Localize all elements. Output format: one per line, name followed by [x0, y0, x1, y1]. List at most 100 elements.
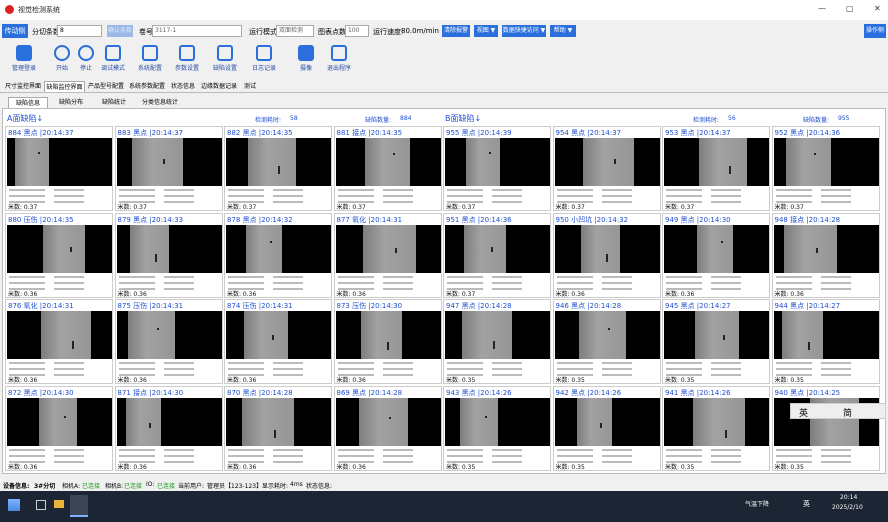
- icon[interactable]: [256, 45, 272, 61]
- text-line: [382, 195, 413, 197]
- icon[interactable]: [78, 45, 94, 61]
- image-strip: [362, 224, 416, 273]
- menu-button[interactable]: 数据快捷访问 ▼: [502, 25, 546, 37]
- cell-label: 953 黑点 |20:14:37: [665, 129, 731, 137]
- defect-cell[interactable]: 942 黑点 |20:14:26 米数: 0.35: [552, 385, 661, 471]
- icon-label[interactable]: 摄像: [299, 65, 312, 72]
- defect-cell[interactable]: 869 黑点 |20:14:28 米数: 0.36: [333, 385, 442, 471]
- cell-meters: 米数: 0.37: [446, 290, 476, 298]
- icon-label[interactable]: 开始: [55, 65, 68, 72]
- defect-cell[interactable]: 877 氧化 |20:14:31 米数: 0.36: [333, 212, 442, 298]
- tab[interactable]: 尺寸监控界面: [4, 83, 41, 90]
- defect-cell[interactable]: 945 黑点 |20:14:27 米数: 0.35: [662, 299, 770, 384]
- subtab[interactable]: 缺陷信息: [8, 97, 48, 108]
- defect-cell[interactable]: 947 黑点 |20:14:28 米数: 0.35: [443, 299, 551, 384]
- icon[interactable]: [217, 45, 233, 61]
- input[interactable]: 3117-1: [152, 25, 242, 37]
- icon[interactable]: [105, 45, 121, 61]
- icon-label[interactable]: 停止: [79, 65, 92, 72]
- input[interactable]: 8: [57, 25, 102, 37]
- defect-cell[interactable]: 873 压伤 |20:14:30 米数: 0.36: [333, 299, 442, 384]
- icon[interactable]: [16, 45, 32, 61]
- menu-button[interactable]: 清除报警: [442, 25, 470, 37]
- image-strip: [580, 224, 620, 273]
- icon-label[interactable]: 退出程序: [326, 65, 351, 72]
- defect-cell[interactable]: 953 黑点 |20:14:37 米数: 0.37: [662, 126, 770, 211]
- defect-cell[interactable]: 950 小凹坑 |20:14:32 米数: 0.36: [552, 212, 661, 298]
- tab[interactable]: 产品型号配置: [87, 83, 124, 90]
- defect-cell[interactable]: 940 黑点 |20:14:25 米数: 0.35: [771, 385, 880, 471]
- defect-image: [335, 397, 441, 446]
- text-line: [382, 275, 413, 278]
- ime-text[interactable]: 英: [799, 409, 809, 419]
- tab[interactable]: 缺陷监控界面: [44, 81, 85, 92]
- defect-cell[interactable]: 880 压伤 |20:14:35 米数: 0.36: [5, 212, 113, 298]
- ime-text[interactable]: 简: [843, 409, 853, 419]
- text-line: [447, 201, 483, 203]
- defect-cell[interactable]: 941 黑点 |20:14:26 米数: 0.35: [662, 385, 770, 471]
- taskbar-icon[interactable]: [54, 500, 64, 508]
- icon-label[interactable]: 参数设置: [174, 65, 199, 72]
- text-line: [337, 195, 374, 197]
- defect-cell[interactable]: 951 黑点 |20:14:36 米数: 0.37: [443, 212, 551, 298]
- defect-cell[interactable]: 949 黑点 |20:14:30 米数: 0.36: [662, 212, 770, 298]
- menu-button[interactable]: 帮助 ▼: [550, 25, 576, 37]
- defect-cell[interactable]: 879 黑点 |20:14:33 米数: 0.36: [114, 212, 223, 298]
- window-control[interactable]: ▢: [846, 4, 854, 13]
- taskbar-icon[interactable]: [70, 495, 88, 517]
- defect-cell[interactable]: 876 氧化 |20:14:31 米数: 0.36: [5, 299, 113, 384]
- icon-label[interactable]: 调试模式: [100, 65, 125, 72]
- defect-cell[interactable]: 878 黑点 |20:14:32 米数: 0.36: [224, 212, 332, 298]
- icon-label[interactable]: 日志记录: [251, 65, 276, 72]
- subtab[interactable]: 缺陷分布: [58, 99, 83, 106]
- cell-label: 870 黑点 |20:14:28: [227, 388, 293, 397]
- defect-cell[interactable]: 872 黑点 |20:14:30 米数: 0.36: [5, 385, 113, 471]
- select[interactable]: 100: [345, 25, 369, 37]
- start-button[interactable]: [8, 499, 20, 511]
- icon[interactable]: [54, 45, 70, 61]
- defect-cell[interactable]: 871 接点 |20:14:30 米数: 0.36: [114, 385, 223, 471]
- subtab[interactable]: 缺陷统计: [101, 99, 126, 106]
- icon-label[interactable]: 缺陷设置: [212, 65, 237, 72]
- window-control[interactable]: ✕: [874, 4, 881, 13]
- icon-label[interactable]: 系统配置: [137, 65, 162, 72]
- defect-cell[interactable]: 884 黑点 |20:14:37 米数: 0.37: [5, 126, 113, 211]
- icon-label[interactable]: 管理登录: [11, 65, 36, 72]
- defect-cell[interactable]: 946 黑点 |20:14:28 米数: 0.35: [552, 299, 661, 384]
- tab[interactable]: 状态信息: [170, 83, 195, 90]
- defect-cell[interactable]: 882 黑点 |20:14:35 米数: 0.37: [224, 126, 332, 211]
- cell-meters: 米数: 0.36: [336, 377, 366, 384]
- icon[interactable]: [331, 45, 347, 61]
- text-line: [382, 374, 413, 376]
- defect-cell[interactable]: 874 压伤 |20:14:31 米数: 0.36: [224, 299, 332, 384]
- defect-cell[interactable]: 870 黑点 |20:14:28 米数: 0.36: [224, 385, 332, 471]
- taskbar-icon[interactable]: [36, 500, 46, 510]
- defect-cell[interactable]: 944 黑点 |20:14:27 米数: 0.35: [771, 299, 880, 384]
- window-control[interactable]: —: [818, 4, 826, 13]
- button[interactable]: 确认条数: [107, 25, 133, 37]
- defect-cell[interactable]: 948 接点 |20:14:28 米数: 0.36: [771, 212, 880, 298]
- button[interactable]: 操作侧: [864, 24, 886, 38]
- defect-cell[interactable]: 943 黑点 |20:14:26 米数: 0.35: [443, 385, 551, 471]
- defect-cell[interactable]: 954 黑点 |20:14:37 米数: 0.37: [552, 126, 661, 211]
- defect-cell[interactable]: 955 黑点 |20:14:39 米数: 0.37: [443, 126, 551, 211]
- defect-cell[interactable]: 875 压伤 |20:14:31 米数: 0.36: [114, 299, 223, 384]
- text-line: [337, 201, 374, 203]
- tab[interactable]: 边缘数据记录: [200, 83, 237, 90]
- icon[interactable]: [298, 45, 314, 61]
- icon[interactable]: [142, 45, 158, 61]
- language[interactable]: 英: [803, 500, 810, 508]
- defect-cell[interactable]: 952 黑点 |20:14:36 米数: 0.37: [771, 126, 880, 211]
- tab[interactable]: 系统参数配置: [128, 83, 165, 90]
- tab[interactable]: 测试: [243, 83, 256, 90]
- button[interactable]: 传动侧: [2, 24, 28, 38]
- icon[interactable]: [179, 45, 195, 61]
- defect-cell[interactable]: 881 接点 |20:14:35 米数: 0.37: [333, 126, 442, 211]
- text-line: [820, 362, 851, 364]
- menu-button[interactable]: 视图 ▼: [474, 25, 498, 37]
- select[interactable]: 双面检测: [276, 25, 314, 37]
- text-line: [492, 195, 522, 197]
- defect-cell[interactable]: 883 黑点 |20:14:37 米数: 0.37: [114, 126, 223, 211]
- text-line: [9, 454, 45, 457]
- subtab[interactable]: 分类信息统计: [141, 99, 178, 106]
